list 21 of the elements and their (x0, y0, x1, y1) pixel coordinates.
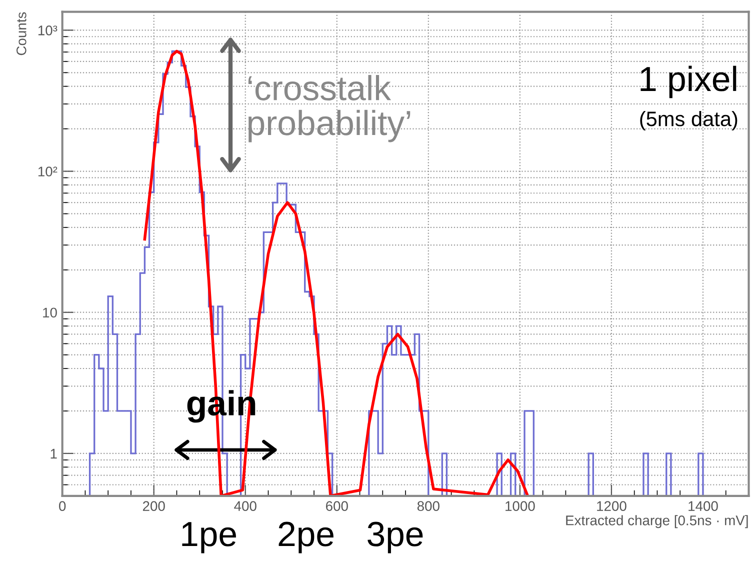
annotation: (5ms data) (640, 111, 738, 130)
annotation: ‘crosstalk probability’ (248, 74, 410, 142)
x-tick-label: 1000 (506, 501, 535, 511)
y-tick-label: 10³ (38, 26, 58, 36)
y-tick-label: 10² (38, 166, 58, 176)
x-tick-label: 0 (59, 501, 66, 511)
y-tick-label: 1 (50, 448, 57, 458)
y-axis-title: Counts (16, 12, 26, 56)
x-tick-label: 1200 (597, 501, 626, 511)
text: 2pe (278, 522, 334, 554)
annotation: 1 pixel (640, 66, 736, 98)
text: 1pe (182, 522, 236, 554)
x-tick-label: 600 (326, 501, 348, 511)
y-tick-label: 10 (43, 308, 57, 318)
x-axis-title: Extracted charge [0.5ns · mV] (566, 515, 748, 528)
x-tick-label: 800 (417, 501, 440, 511)
x-tick-label: 400 (234, 501, 256, 511)
x-tick-label: 1400 (688, 501, 718, 511)
line-series (143, 50, 530, 496)
text: 3pe (368, 522, 423, 554)
x-tick-label: 200 (142, 501, 165, 511)
